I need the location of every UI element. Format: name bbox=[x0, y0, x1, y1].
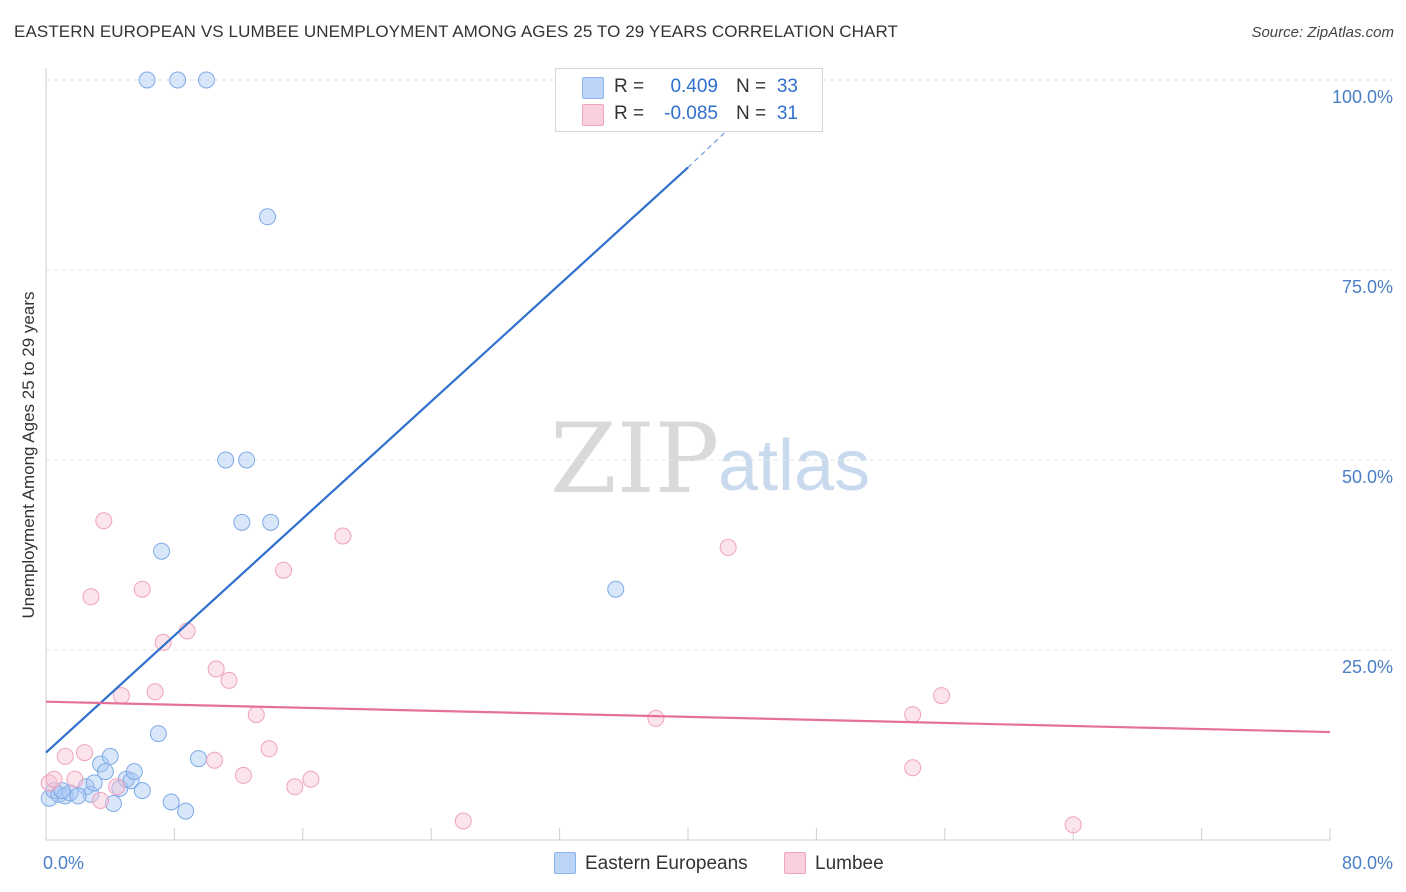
lumbee-point bbox=[220, 671, 238, 689]
bottom-legend-label: Eastern Europeans bbox=[585, 853, 748, 874]
eastern-europeans-points bbox=[40, 71, 625, 820]
eastern-europeans-point bbox=[104, 795, 122, 813]
lumbee-point bbox=[904, 759, 922, 777]
axes bbox=[45, 68, 1331, 841]
lumbee-point bbox=[275, 561, 293, 579]
legend-n-label: N = bbox=[736, 103, 767, 124]
y-tick-label: 50.0% bbox=[1342, 467, 1393, 487]
x-tick-label: 0.0% bbox=[43, 853, 84, 873]
lumbee-point bbox=[92, 791, 110, 809]
lumbee-point bbox=[234, 766, 252, 784]
eastern-europeans-point bbox=[217, 451, 235, 469]
watermark-atlas: atlas bbox=[718, 426, 870, 506]
bottom-legend-label: Lumbee bbox=[815, 853, 884, 874]
eastern-europeans-point bbox=[238, 451, 256, 469]
lumbee-point bbox=[286, 778, 304, 796]
eastern-europeans-trend-line bbox=[45, 166, 689, 754]
legend-n-label: N = bbox=[736, 76, 767, 97]
lumbee-point bbox=[146, 683, 164, 701]
eastern-europeans-point bbox=[233, 513, 251, 531]
lumbee-point bbox=[302, 770, 320, 788]
eastern-europeans-point bbox=[122, 772, 140, 790]
legend-n-value: 33 bbox=[776, 76, 798, 97]
lumbee-point bbox=[1064, 816, 1082, 834]
watermark-zip: ZIP bbox=[550, 403, 719, 515]
bottom-legend-swatch-blue bbox=[554, 852, 576, 874]
lumbee-point bbox=[108, 778, 126, 796]
legend-n-value: 31 bbox=[776, 103, 798, 124]
legend-swatch-blue bbox=[582, 77, 604, 99]
eastern-europeans-point bbox=[189, 750, 207, 768]
legend-row-eastern-europeans: R = 0.409 N = 33 bbox=[556, 73, 822, 101]
eastern-europeans-point bbox=[177, 802, 195, 820]
bottom-legend-swatch-pink bbox=[784, 852, 806, 874]
lumbee-point bbox=[454, 812, 472, 830]
lumbee-point bbox=[260, 740, 278, 758]
source-label: Source: ZipAtlas.com bbox=[1251, 24, 1394, 41]
x-tick-label: 80.0% bbox=[1342, 853, 1393, 873]
eastern-europeans-point bbox=[85, 774, 103, 792]
correlation-legend: R = 0.409 N = 33 R = -0.085 N = 31 bbox=[555, 68, 823, 132]
eastern-europeans-point bbox=[69, 787, 87, 805]
eastern-europeans-point bbox=[153, 542, 171, 560]
gridlines bbox=[46, 79, 1392, 651]
lumbee-point bbox=[95, 512, 113, 530]
legend-r-value: -0.085 bbox=[664, 103, 718, 124]
y-tick-labels: 25.0% 50.0% 75.0% 100.0% bbox=[1332, 87, 1393, 677]
lumbee-point bbox=[206, 751, 224, 769]
lumbee-point bbox=[647, 709, 665, 727]
lumbee-trend-line bbox=[45, 700, 1331, 734]
lumbee-point bbox=[334, 527, 352, 545]
legend-r-value: 0.409 bbox=[670, 76, 718, 97]
eastern-europeans-point bbox=[169, 71, 187, 89]
lumbee-point bbox=[247, 706, 265, 724]
lumbee-point bbox=[178, 622, 196, 640]
lumbee-point bbox=[154, 633, 172, 651]
legend-r-label: R = bbox=[614, 76, 645, 97]
lumbee-point bbox=[904, 706, 922, 724]
eastern-europeans-point bbox=[133, 782, 151, 800]
legend-r-label: R = bbox=[614, 103, 645, 124]
lumbee-points bbox=[40, 512, 1082, 834]
eastern-europeans-point bbox=[125, 763, 143, 781]
y-tick-label: 100.0% bbox=[1332, 87, 1393, 107]
y-tick-label: 75.0% bbox=[1342, 277, 1393, 297]
lumbee-point bbox=[76, 744, 94, 762]
lumbee-point bbox=[66, 770, 84, 788]
eastern-europeans-point bbox=[607, 580, 625, 598]
lumbee-point bbox=[133, 580, 151, 598]
x-tick-labels: 0.0% 80.0% bbox=[43, 853, 1393, 873]
eastern-europeans-point bbox=[56, 787, 74, 805]
y-axis-label: Unemployment Among Ages 25 to 29 years bbox=[19, 292, 38, 619]
legend-row-lumbee: R = -0.085 N = 31 bbox=[556, 100, 822, 128]
eastern-europeans-point bbox=[262, 513, 280, 531]
lumbee-point bbox=[82, 588, 100, 606]
lumbee-point bbox=[719, 538, 737, 556]
legend-swatch-pink bbox=[582, 104, 604, 126]
y-tick-label: 25.0% bbox=[1342, 657, 1393, 677]
eastern-europeans-point bbox=[258, 208, 276, 226]
lumbee-point bbox=[56, 747, 74, 765]
eastern-europeans-point bbox=[138, 71, 156, 89]
lumbee-point bbox=[207, 660, 225, 678]
eastern-europeans-point bbox=[198, 71, 215, 89]
eastern-europeans-point bbox=[149, 725, 167, 743]
eastern-europeans-point bbox=[162, 793, 180, 811]
eastern-europeans-point bbox=[82, 785, 100, 803]
eastern-europeans-point bbox=[96, 763, 114, 781]
lumbee-point bbox=[45, 770, 63, 788]
eastern-europeans-point bbox=[101, 747, 119, 765]
lumbee-point bbox=[933, 687, 951, 705]
chart-title: EASTERN EUROPEAN VS LUMBEE UNEMPLOYMENT … bbox=[14, 22, 899, 41]
